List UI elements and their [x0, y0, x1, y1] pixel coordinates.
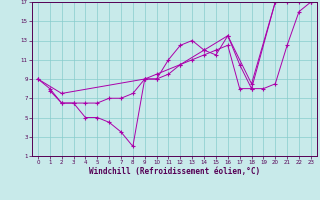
- X-axis label: Windchill (Refroidissement éolien,°C): Windchill (Refroidissement éolien,°C): [89, 167, 260, 176]
